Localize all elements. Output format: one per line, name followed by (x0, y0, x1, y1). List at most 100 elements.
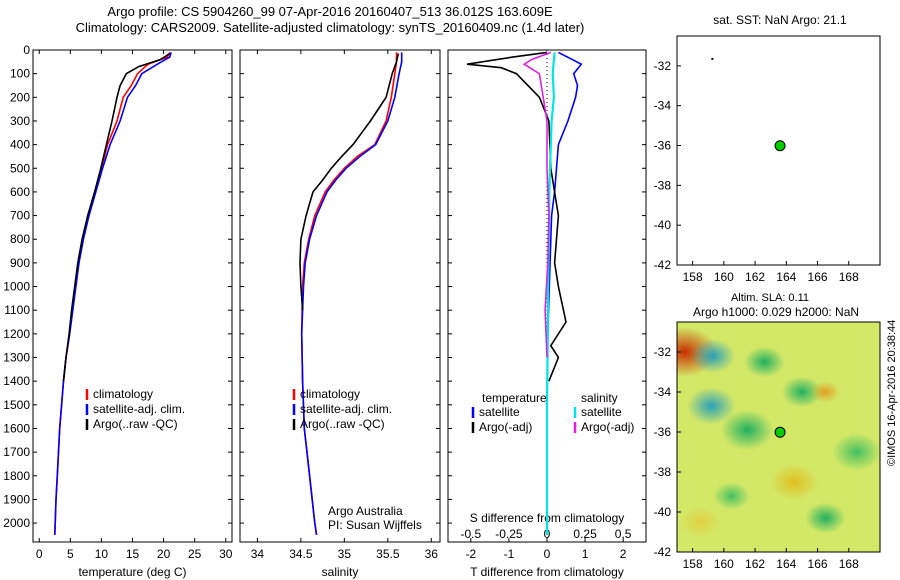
sla_map-ytick-label: -36 (654, 425, 672, 439)
legend-header-temperature: temperature (482, 391, 547, 405)
legend-label: Argo(-adj) (479, 420, 532, 434)
depth-tick-label: 600 (10, 185, 30, 199)
sla_map-ytick-label: -40 (654, 505, 672, 519)
float-position-marker (774, 140, 786, 152)
depth-tick-label: 800 (10, 232, 30, 246)
diff-xtick-label-t: -2 (466, 547, 477, 561)
temperature-series-satellite-adj-clim- (54, 52, 172, 535)
legend-label: satellite (581, 405, 622, 419)
sst_map-ytick-label: -36 (654, 139, 672, 153)
sst_map-ytick-label: -32 (654, 59, 672, 73)
annotation: PI: Susan Wijffels (328, 518, 422, 532)
temperature-xtick-label: 30 (219, 547, 233, 561)
depth-tick-label: 1100 (4, 303, 30, 317)
legend-label: Argo(..raw -QC) (93, 417, 178, 431)
depth-tick-label: 1400 (3, 374, 30, 388)
legend-label: satellite-adj. clim. (93, 402, 185, 416)
depth-tick-label: 0 (23, 43, 30, 57)
sla_map-xtick-label: 160 (714, 557, 734, 571)
temperature-xtick-label: 10 (95, 547, 109, 561)
sst_map-xtick-label: 158 (683, 270, 703, 284)
sla_map-xtick-label: 162 (745, 557, 765, 571)
salinity-xtick-label: 34 (251, 547, 265, 561)
diff-xtick-label-t: 0 (544, 547, 551, 561)
salinity-xtick-label: 36 (425, 547, 439, 561)
temperature-xtick-label: 5 (67, 547, 74, 561)
diff-xtick-label-t: 2 (620, 547, 627, 561)
temperature-frame (32, 49, 233, 543)
sla_map-border (676, 321, 881, 553)
coast-speck (711, 57, 714, 60)
salinity-xlabel: salinity (322, 565, 359, 579)
depth-tick-label: 900 (10, 256, 30, 270)
heatmap-blob (811, 381, 840, 403)
diff-xtick-label-t: -1 (504, 547, 515, 561)
heatmap-blob (805, 502, 846, 534)
legend-label: climatology (93, 387, 153, 401)
legend-label: Argo(-adj) (581, 420, 634, 434)
salinity-xtick-label: 35.5 (376, 547, 400, 561)
difference-series-salinity-argo-adj- (522, 51, 552, 358)
depth-tick-label: 1700 (3, 445, 30, 459)
depth-tick-label: 500 (10, 161, 30, 175)
sst_map-ytick-label: -40 (654, 218, 672, 232)
sst-map-title: sat. SST: NaN Argo: 21.1 (713, 13, 847, 27)
temperature-xtick-label: 20 (157, 547, 171, 561)
sst_map-ytick-label: -38 (654, 178, 672, 192)
temperature-xtick-label: 0 (36, 547, 43, 561)
diff-xtick-label-s: -0.5 (461, 527, 482, 541)
salinity-series-argo-raw-qc- (299, 53, 400, 311)
sst_map-xtick-label: 168 (839, 270, 859, 284)
depth-tick-label: 1800 (3, 469, 30, 483)
temperature-xlabel: temperature (deg C) (78, 565, 186, 579)
heatmap-blob (832, 433, 880, 471)
depth-tick-label: 700 (10, 209, 30, 223)
depth-tick-label: 2000 (3, 516, 30, 530)
sla_map-xtick-label: 168 (839, 557, 859, 571)
sst_map-xtick-label: 162 (745, 270, 765, 284)
diff-xtick-label-s: 0.25 (573, 527, 597, 541)
sla_map-ytick-label: -34 (654, 385, 672, 399)
diff-xtick-label-s: -0.25 (495, 527, 523, 541)
legend-header-salinity: salinity (581, 391, 618, 405)
temperature-xtick-label: 25 (188, 547, 202, 561)
sla_map-ytick-label: -42 (654, 545, 672, 559)
heatmap-field (677, 327, 880, 538)
salinity-series-satellite-adj-clim- (300, 52, 403, 536)
heatmap-blob (713, 481, 750, 511)
sst_map-xtick-label: 164 (776, 270, 796, 284)
heatmap-blob (680, 506, 721, 538)
annotation: Argo Australia (328, 504, 403, 518)
depth-tick-label: 1000 (3, 280, 30, 294)
depth-tick-label: 1500 (3, 398, 30, 412)
legend-label: satellite-adj. clim. (300, 402, 392, 416)
depth-tick-label: 1900 (3, 492, 30, 506)
title-line1: Argo profile: CS 5904260_99 07-Apr-2016 … (107, 4, 553, 19)
legend-label: Argo(..raw -QC) (300, 417, 385, 431)
sla_map-xtick-label: 166 (808, 557, 828, 571)
depth-tick-label: 100 (10, 67, 30, 81)
diff-xtick-label-s: 0.5 (615, 527, 632, 541)
heatmap-blob (744, 346, 785, 378)
depth-tick-label: 300 (10, 114, 30, 128)
heatmap-blob (686, 387, 736, 425)
depth-tick-label: 400 (10, 138, 30, 152)
depth-tick-label: 200 (10, 90, 30, 104)
sla_map-ytick-label: -32 (654, 345, 672, 359)
legend-label: satellite (479, 405, 520, 419)
heatmap-blob (781, 376, 823, 408)
sst_map-xtick-label: 166 (808, 270, 828, 284)
sst_map-ytick-label: -42 (654, 258, 672, 272)
title-line2: Climatology: CARS2009. Satellite-adjuste… (75, 20, 585, 35)
difference-xlabel: T difference from climatology (470, 565, 624, 579)
sla-map-title-2: Argo h1000: 0.029 h2000: NaN (693, 305, 859, 319)
heatmap-blob (769, 463, 819, 501)
salinity-frame (239, 49, 441, 543)
heatmap-blob (720, 409, 774, 451)
temperature-xtick-label: 15 (126, 547, 140, 561)
imos-credit: ©IMOS 16-Apr-2016 20:38:44 (886, 319, 898, 466)
temperature-series-argo-raw-qc- (62, 52, 171, 382)
legend-label: climatology (300, 387, 360, 401)
heatmap-blob (690, 338, 736, 374)
